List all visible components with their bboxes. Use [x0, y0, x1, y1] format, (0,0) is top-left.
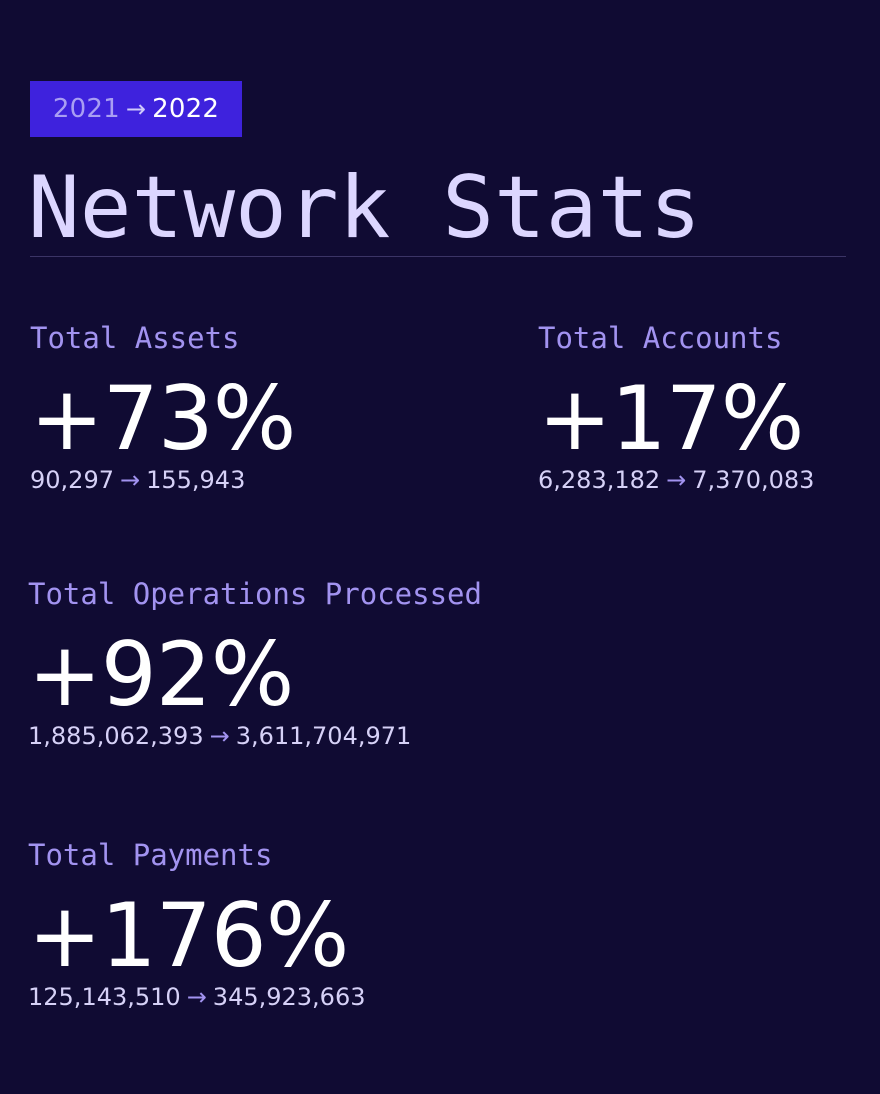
- badge-from-year: 2021: [52, 94, 120, 124]
- stat-from-value: 125,143,510: [28, 983, 181, 1011]
- year-range-badge: 2021 → 2022: [30, 81, 242, 137]
- stat-to-value: 155,943: [146, 466, 246, 494]
- stat-total-accounts: Total Accounts +17% 6,283,182 → 7,370,083: [538, 321, 814, 494]
- page-title: Network Stats: [28, 158, 702, 258]
- title-divider: [30, 256, 846, 257]
- stat-range: 90,297 → 155,943: [30, 466, 295, 494]
- stat-total-payments: Total Payments +176% 125,143,510 → 345,923…: [28, 838, 365, 1011]
- stat-to-value: 7,370,083: [692, 466, 815, 494]
- stat-label: Total Payments: [28, 838, 273, 872]
- stat-change: +92%: [28, 623, 294, 726]
- stat-change: +73%: [30, 367, 296, 470]
- stat-total-assets: Total Assets +73% 90,297 → 155,943: [30, 321, 296, 494]
- stat-from-value: 90,297: [30, 466, 114, 494]
- arrow-right-icon: →: [186, 983, 207, 1011]
- stat-range: 125,143,510 → 345,923,663: [28, 983, 365, 1011]
- badge-arrow-icon: →: [125, 95, 147, 123]
- stat-label: Total Operations Processed: [28, 577, 482, 611]
- arrow-right-icon: →: [209, 722, 230, 750]
- stat-change: +17%: [538, 367, 804, 470]
- stat-to-value: 3,611,704,971: [235, 722, 412, 750]
- stat-change: +176%: [28, 884, 349, 987]
- badge-to-year: 2022: [152, 94, 220, 124]
- stat-total-operations: Total Operations Processed +92% 1,885,06…: [28, 577, 482, 750]
- stat-range: 6,283,182 → 7,370,083: [538, 466, 814, 494]
- stat-from-value: 6,283,182: [538, 466, 661, 494]
- arrow-right-icon: →: [666, 466, 687, 494]
- stat-label: Total Assets: [30, 321, 240, 355]
- stat-to-value: 345,923,663: [212, 983, 366, 1011]
- stat-from-value: 1,885,062,393: [28, 722, 204, 750]
- arrow-right-icon: →: [119, 466, 141, 494]
- stat-label: Total Accounts: [538, 321, 783, 355]
- stat-range: 1,885,062,393 → 3,611,704,971: [28, 722, 482, 750]
